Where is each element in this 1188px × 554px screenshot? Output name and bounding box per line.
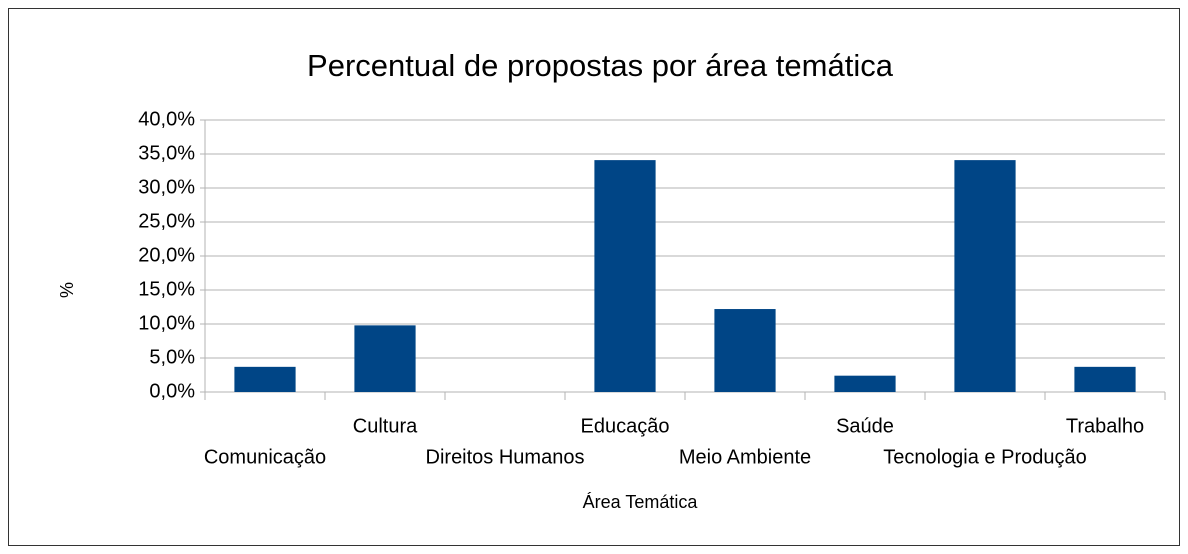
x-tick-label: Educação xyxy=(581,415,670,437)
bar xyxy=(834,375,896,392)
y-tick-label: 20,0% xyxy=(138,244,195,266)
bar xyxy=(1074,366,1136,392)
y-tick-label: 0,0% xyxy=(149,380,195,402)
x-tick-label: Meio Ambiente xyxy=(679,446,811,468)
y-tick-label: 40,0% xyxy=(138,108,195,130)
bar xyxy=(594,160,656,392)
x-tick-label: Trabalho xyxy=(1066,415,1144,437)
bar xyxy=(354,325,416,392)
y-tick-label: 25,0% xyxy=(138,210,195,232)
y-tick-label: 15,0% xyxy=(138,278,195,300)
x-tick-label: Cultura xyxy=(353,415,418,437)
chart-title: Percentual de propostas por área temátic… xyxy=(307,48,894,83)
y-tick-label: 30,0% xyxy=(138,176,195,198)
x-axis-label: Área Temática xyxy=(583,492,699,512)
y-axis-label: % xyxy=(57,282,77,298)
bar xyxy=(714,309,776,392)
x-tick-label: Tecnologia e Produção xyxy=(883,446,1086,468)
y-tick-label: 10,0% xyxy=(138,312,195,334)
x-tick-label: Comunicação xyxy=(204,446,326,468)
y-tick-label: 5,0% xyxy=(149,346,195,368)
x-tick-label: Saúde xyxy=(836,415,894,437)
y-tick-label: 35,0% xyxy=(138,142,195,164)
bar xyxy=(234,366,296,392)
bar xyxy=(954,160,1016,392)
x-tick-label: Direitos Humanos xyxy=(426,446,585,468)
